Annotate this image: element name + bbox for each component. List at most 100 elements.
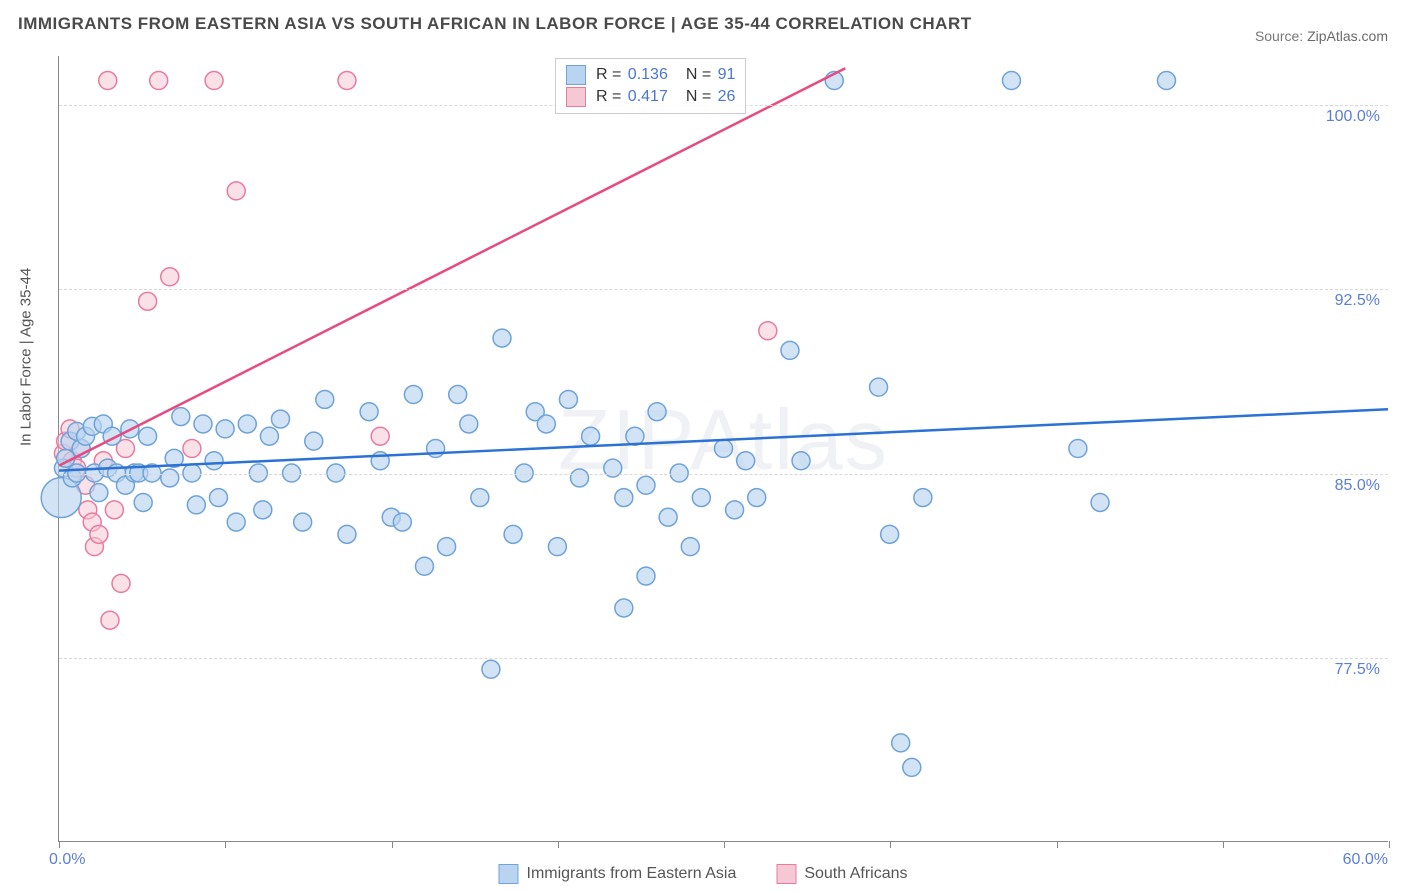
scatter-point <box>537 415 555 433</box>
stat-n-group: N = 26 <box>678 88 736 106</box>
scatter-point <box>427 440 445 458</box>
x-tick <box>59 841 60 848</box>
scatter-point <box>548 538 566 556</box>
scatter-point <box>559 390 577 408</box>
swatch-eastern-asia <box>498 864 518 884</box>
x-tick <box>1057 841 1058 848</box>
stat-n-label: N = <box>686 88 711 105</box>
y-tick-label: 85.0% <box>1335 477 1380 495</box>
scatter-point <box>238 415 256 433</box>
scatter-point <box>371 427 389 445</box>
x-tick <box>558 841 559 848</box>
scatter-point <box>90 525 108 543</box>
scatter-point <box>1091 493 1109 511</box>
scatter-point <box>338 72 356 90</box>
scatter-point <box>90 484 108 502</box>
stat-n-value: 26 <box>718 88 736 105</box>
scatter-point <box>393 513 411 531</box>
plot-area: ZIPAtlas 77.5%85.0%92.5%100.0%0.0%60.0% <box>58 56 1388 842</box>
scatter-point <box>792 452 810 470</box>
gridline-h <box>59 474 1388 475</box>
scatter-point <box>460 415 478 433</box>
scatter-point <box>187 496 205 514</box>
stats-legend: R = 0.136 N = 91 R = 0.417 N = 26 <box>555 58 746 114</box>
scatter-point <box>404 386 422 404</box>
scatter-point <box>504 525 522 543</box>
y-tick-label: 100.0% <box>1326 108 1380 126</box>
scatter-point <box>903 758 921 776</box>
source-citation: Source: ZipAtlas.com <box>1255 28 1388 44</box>
stat-r-value: 0.417 <box>628 88 668 105</box>
scatter-point <box>415 557 433 575</box>
scatter-point <box>194 415 212 433</box>
scatter-point <box>759 322 777 340</box>
scatter-point <box>571 469 589 487</box>
scatter-point <box>482 660 500 678</box>
scatter-point <box>726 501 744 519</box>
x-tick <box>724 841 725 848</box>
scatter-point <box>881 525 899 543</box>
scatter-point <box>1069 440 1087 458</box>
scatter-point <box>692 489 710 507</box>
swatch-south-africans <box>566 87 586 107</box>
scatter-point <box>1158 72 1176 90</box>
scatter-point <box>449 386 467 404</box>
stat-r-label: R = <box>596 66 621 83</box>
stat-r-group: R = 0.136 <box>596 66 668 84</box>
swatch-south-africans <box>776 864 796 884</box>
scatter-point <box>471 489 489 507</box>
scatter-point <box>272 410 290 428</box>
stat-n-group: N = 91 <box>678 66 736 84</box>
scatter-point <box>101 611 119 629</box>
legend-label: Immigrants from Eastern Asia <box>526 865 736 883</box>
scatter-point <box>493 329 511 347</box>
chart-title: IMMIGRANTS FROM EASTERN ASIA VS SOUTH AF… <box>18 14 972 34</box>
stat-n-label: N = <box>686 66 711 83</box>
stat-r-value: 0.136 <box>628 66 668 83</box>
scatter-point <box>737 452 755 470</box>
x-tick <box>890 841 891 848</box>
legend-item-south-africans: South Africans <box>776 864 907 884</box>
x-tick <box>392 841 393 848</box>
scatter-point <box>134 493 152 511</box>
bottom-legend: Immigrants from Eastern Asia South Afric… <box>498 864 907 884</box>
scatter-point <box>216 420 234 438</box>
scatter-point <box>161 268 179 286</box>
stat-r-group: R = 0.417 <box>596 88 668 106</box>
scatter-point <box>172 408 190 426</box>
legend-label: South Africans <box>804 865 907 883</box>
gridline-h <box>59 289 1388 290</box>
scatter-point <box>209 489 227 507</box>
gridline-h <box>59 658 1388 659</box>
scatter-point <box>294 513 312 531</box>
scatter-point <box>870 378 888 396</box>
scatter-plot-svg <box>59 56 1388 841</box>
regression-line <box>59 409 1388 470</box>
scatter-point <box>582 427 600 445</box>
scatter-point <box>914 489 932 507</box>
regression-line <box>59 68 845 465</box>
scatter-point <box>681 538 699 556</box>
stats-legend-row: R = 0.136 N = 91 <box>566 65 735 85</box>
scatter-point <box>227 182 245 200</box>
stat-r-label: R = <box>596 88 621 105</box>
scatter-point <box>316 390 334 408</box>
scatter-point <box>227 513 245 531</box>
scatter-point <box>205 452 223 470</box>
scatter-point <box>205 72 223 90</box>
scatter-point <box>637 476 655 494</box>
scatter-point <box>99 72 117 90</box>
x-tick-label-min: 0.0% <box>49 851 85 869</box>
scatter-point <box>105 501 123 519</box>
source-label: Source: <box>1255 28 1303 44</box>
scatter-point <box>139 292 157 310</box>
scatter-point <box>1002 72 1020 90</box>
x-tick <box>225 841 226 848</box>
legend-item-eastern-asia: Immigrants from Eastern Asia <box>498 864 736 884</box>
scatter-point <box>338 525 356 543</box>
scatter-point <box>781 341 799 359</box>
scatter-point <box>637 567 655 585</box>
swatch-eastern-asia <box>566 65 586 85</box>
scatter-point <box>305 432 323 450</box>
scatter-point <box>892 734 910 752</box>
